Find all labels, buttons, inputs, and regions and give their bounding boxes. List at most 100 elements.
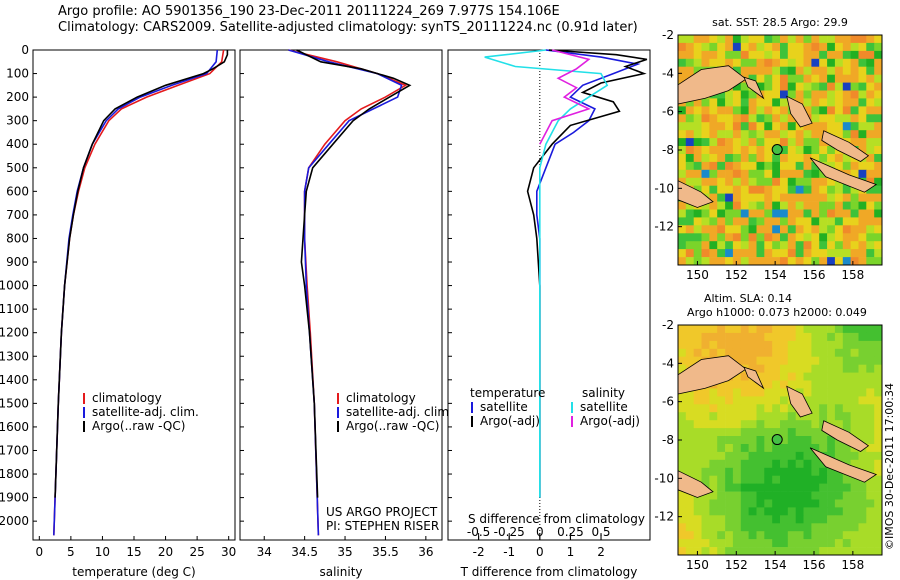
new-ireland-land	[743, 366, 765, 390]
map-cell	[787, 325, 796, 334]
map-cell	[748, 499, 757, 508]
map-cell	[725, 348, 734, 358]
map-cell	[756, 507, 765, 516]
map-cell	[772, 249, 781, 258]
map-cell	[866, 364, 875, 373]
map-cell	[787, 225, 796, 234]
map-cell	[678, 444, 687, 453]
map-cell	[866, 66, 875, 75]
map-cell	[740, 436, 749, 445]
map-cell	[717, 420, 726, 429]
map-cell	[858, 233, 867, 242]
map-cell	[709, 201, 718, 210]
map-cell	[685, 388, 694, 397]
map-cell	[827, 539, 836, 548]
map-cell	[725, 459, 734, 469]
map-cell	[772, 154, 781, 163]
map-cell	[764, 209, 773, 218]
map-cell	[717, 404, 726, 413]
map-cell	[740, 491, 749, 500]
map-cell	[850, 122, 859, 131]
map-cell	[874, 523, 883, 532]
map-cell	[795, 154, 804, 163]
map-cell	[811, 459, 820, 469]
map-cell	[685, 428, 694, 437]
map-cell	[709, 388, 718, 397]
map-cell	[803, 364, 812, 373]
map-cell	[772, 98, 781, 107]
map-cell	[693, 217, 702, 226]
map-cell	[827, 185, 836, 194]
legend-entry: Argo(..raw -QC)	[346, 419, 439, 433]
map-cell	[717, 515, 726, 524]
map-cell	[842, 58, 851, 68]
map-cell	[717, 475, 726, 484]
map-cell	[787, 475, 796, 484]
map-cell	[725, 404, 734, 413]
map-cell	[772, 420, 781, 429]
map-cell	[858, 66, 867, 75]
map-cell	[725, 257, 734, 266]
map-cell	[803, 209, 812, 218]
map-cell	[740, 185, 749, 194]
map-cell	[780, 82, 789, 91]
y-tick-label: 800	[6, 231, 29, 245]
map-cell	[842, 539, 851, 548]
map-cell	[866, 161, 875, 171]
map-cell	[834, 257, 844, 266]
map-cell	[678, 106, 687, 115]
map-cell	[764, 499, 773, 508]
map-cell	[709, 531, 718, 540]
map-cell	[803, 50, 812, 60]
map-cell	[834, 58, 844, 68]
map-cell	[866, 249, 875, 258]
map-cell	[685, 257, 694, 266]
map-cell	[842, 475, 851, 484]
map-cell	[842, 249, 851, 258]
map-cell	[732, 444, 742, 453]
map-cell	[732, 380, 742, 389]
map-cell	[842, 241, 851, 250]
map-cell	[811, 146, 820, 155]
map-cell	[764, 74, 773, 83]
map-cell	[717, 106, 726, 115]
map-cell	[709, 507, 718, 516]
map-cell	[732, 436, 742, 445]
map-cell	[827, 467, 836, 477]
map-cell	[693, 35, 702, 44]
map-cell	[740, 412, 749, 421]
map-cell	[874, 444, 883, 453]
map-cell	[693, 428, 702, 437]
map-cell	[764, 138, 773, 147]
map-cell	[819, 42, 828, 52]
map-cell	[827, 193, 836, 202]
map-cell	[842, 515, 851, 524]
map-cell	[678, 146, 687, 155]
map-cell	[732, 249, 742, 258]
map-cell	[772, 257, 781, 266]
map-cell	[850, 364, 859, 373]
map-cell	[740, 539, 749, 548]
map-cell	[693, 146, 702, 155]
map-cell	[874, 340, 883, 350]
map-cell	[819, 475, 828, 484]
lat-tick-label: -6	[662, 395, 674, 409]
map-cell	[787, 356, 796, 365]
map-cell	[756, 217, 765, 226]
map-cell	[764, 380, 773, 389]
map-cell	[709, 50, 718, 60]
map-cell	[795, 130, 804, 139]
map-subtitle: Argo h1000: 0.073 h2000: 0.049	[687, 306, 867, 319]
map-cell	[717, 396, 726, 405]
map-cell	[732, 225, 742, 234]
map-cell	[858, 241, 867, 250]
map-cell	[827, 340, 836, 350]
map-cell	[701, 233, 710, 242]
map-cell	[858, 372, 867, 381]
map-cell	[819, 98, 828, 107]
map-cell	[834, 35, 844, 44]
map-cell	[795, 90, 804, 99]
map-cell	[740, 161, 749, 171]
map-cell	[701, 325, 710, 334]
map-cell	[827, 436, 836, 445]
